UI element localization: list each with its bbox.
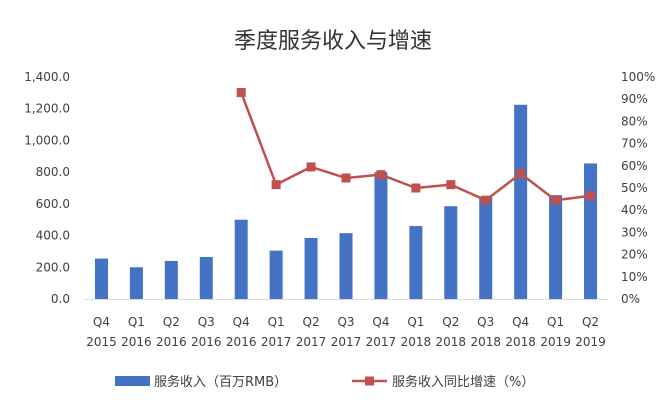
legend-swatch-marker [365, 376, 374, 386]
x-tick-label-quarter: Q3 [337, 315, 354, 329]
bar [199, 256, 213, 299]
x-tick-label-quarter: Q4 [372, 315, 389, 329]
line-marker [411, 183, 421, 193]
x-tick-label-quarter: Q1 [268, 315, 285, 329]
x-tick-label-year: 2017 [366, 335, 397, 349]
line-marker [271, 180, 281, 190]
x-tick-label-quarter: Q4 [512, 315, 529, 329]
x-tick-label-year: 2016 [226, 335, 257, 349]
bar [234, 219, 248, 299]
x-tick-label-year: 2015 [86, 335, 117, 349]
x-tick-label-year: 2018 [470, 335, 501, 349]
y-right-tick-label: 50% [621, 181, 648, 195]
chart-title: 季度服务收入与增速 [234, 29, 432, 54]
bar [374, 172, 388, 299]
y-left-tick-label: 600.0 [36, 197, 70, 211]
x-tick-label-year: 2017 [296, 335, 327, 349]
y-left-tick-label: 0.0 [51, 292, 70, 306]
y-right-tick-label: 40% [621, 203, 648, 217]
x-tick-label-quarter: Q1 [128, 315, 145, 329]
x-tick-label-quarter: Q3 [477, 315, 494, 329]
line-marker [376, 170, 386, 180]
bar [304, 237, 318, 299]
line-marker [341, 173, 351, 183]
bar [339, 233, 353, 299]
x-tick-label-quarter: Q2 [582, 315, 599, 329]
y-right-tick-label: 20% [621, 248, 648, 262]
y-right-tick-label: 30% [621, 225, 648, 239]
x-tick-label-quarter: Q4 [233, 315, 250, 329]
line-marker [551, 195, 561, 205]
line-marker [236, 88, 246, 98]
bar [94, 258, 108, 299]
line-marker [481, 195, 491, 205]
x-tick-label-year: 2016 [121, 335, 152, 349]
y-left-tick-label: 200.0 [36, 260, 70, 274]
x-tick-label-quarter: Q3 [198, 315, 215, 329]
y-right-tick-label: 100% [621, 70, 655, 84]
y-right-tick-label: 90% [621, 92, 648, 106]
x-tick-label-quarter: Q1 [407, 315, 424, 329]
y-right-tick-label: 70% [621, 137, 648, 151]
y-left-tick-label: 1,200.0 [24, 102, 70, 116]
x-tick-label-quarter: Q4 [93, 315, 110, 329]
bar [549, 195, 563, 299]
line-marker [516, 169, 526, 179]
y-left-tick-label: 400.0 [36, 229, 70, 243]
bar [129, 267, 143, 299]
bar [584, 163, 598, 299]
x-tick-label-quarter: Q2 [163, 315, 180, 329]
legend: 服务收入（百万RMB） 服务收入同比增速（%） [115, 374, 534, 390]
bar-series [94, 104, 598, 299]
bar [479, 196, 493, 299]
bar [164, 260, 178, 299]
x-tick-label-year: 2018 [505, 335, 536, 349]
x-tick-label-year: 2017 [261, 335, 292, 349]
x-tick-label-quarter: Q2 [442, 315, 459, 329]
x-tick-label-quarter: Q1 [547, 315, 564, 329]
bar [269, 250, 283, 299]
x-tick-label-year: 2018 [436, 335, 467, 349]
x-tick-label-year: 2016 [156, 335, 187, 349]
bar [514, 104, 528, 299]
y-left-tick-label: 1,400.0 [24, 70, 70, 84]
y-right-tick-label: 80% [621, 114, 648, 128]
line-series [236, 88, 596, 205]
bar [409, 226, 423, 299]
y-right-tick-label: 60% [621, 159, 648, 173]
legend-label-line: 服务收入同比增速（%） [392, 374, 534, 390]
legend-label-bar: 服务收入（百万RMB） [154, 374, 287, 390]
y-left-tick-label: 1,000.0 [24, 133, 70, 147]
x-tick-label-year: 2018 [401, 335, 432, 349]
line-marker [306, 162, 316, 172]
line-marker [586, 191, 596, 201]
y-right-tick-label: 0% [621, 292, 640, 306]
x-tick-label-quarter: Q2 [303, 315, 320, 329]
line-marker [446, 180, 456, 190]
x-tick-label-year: 2016 [191, 335, 222, 349]
y-left-tick-label: 800.0 [36, 165, 70, 179]
bar [444, 206, 458, 299]
y-right-tick-label: 10% [621, 270, 648, 284]
legend-swatch-bar [115, 376, 150, 386]
x-tick-label-year: 2019 [540, 335, 571, 349]
x-tick-label-year: 2019 [575, 335, 606, 349]
axes: 0.0 200.0 400.0 600.0 800.0 1,000.0 1,200.0 1,4… [24, 70, 655, 349]
x-tick-label-year: 2017 [331, 335, 362, 349]
